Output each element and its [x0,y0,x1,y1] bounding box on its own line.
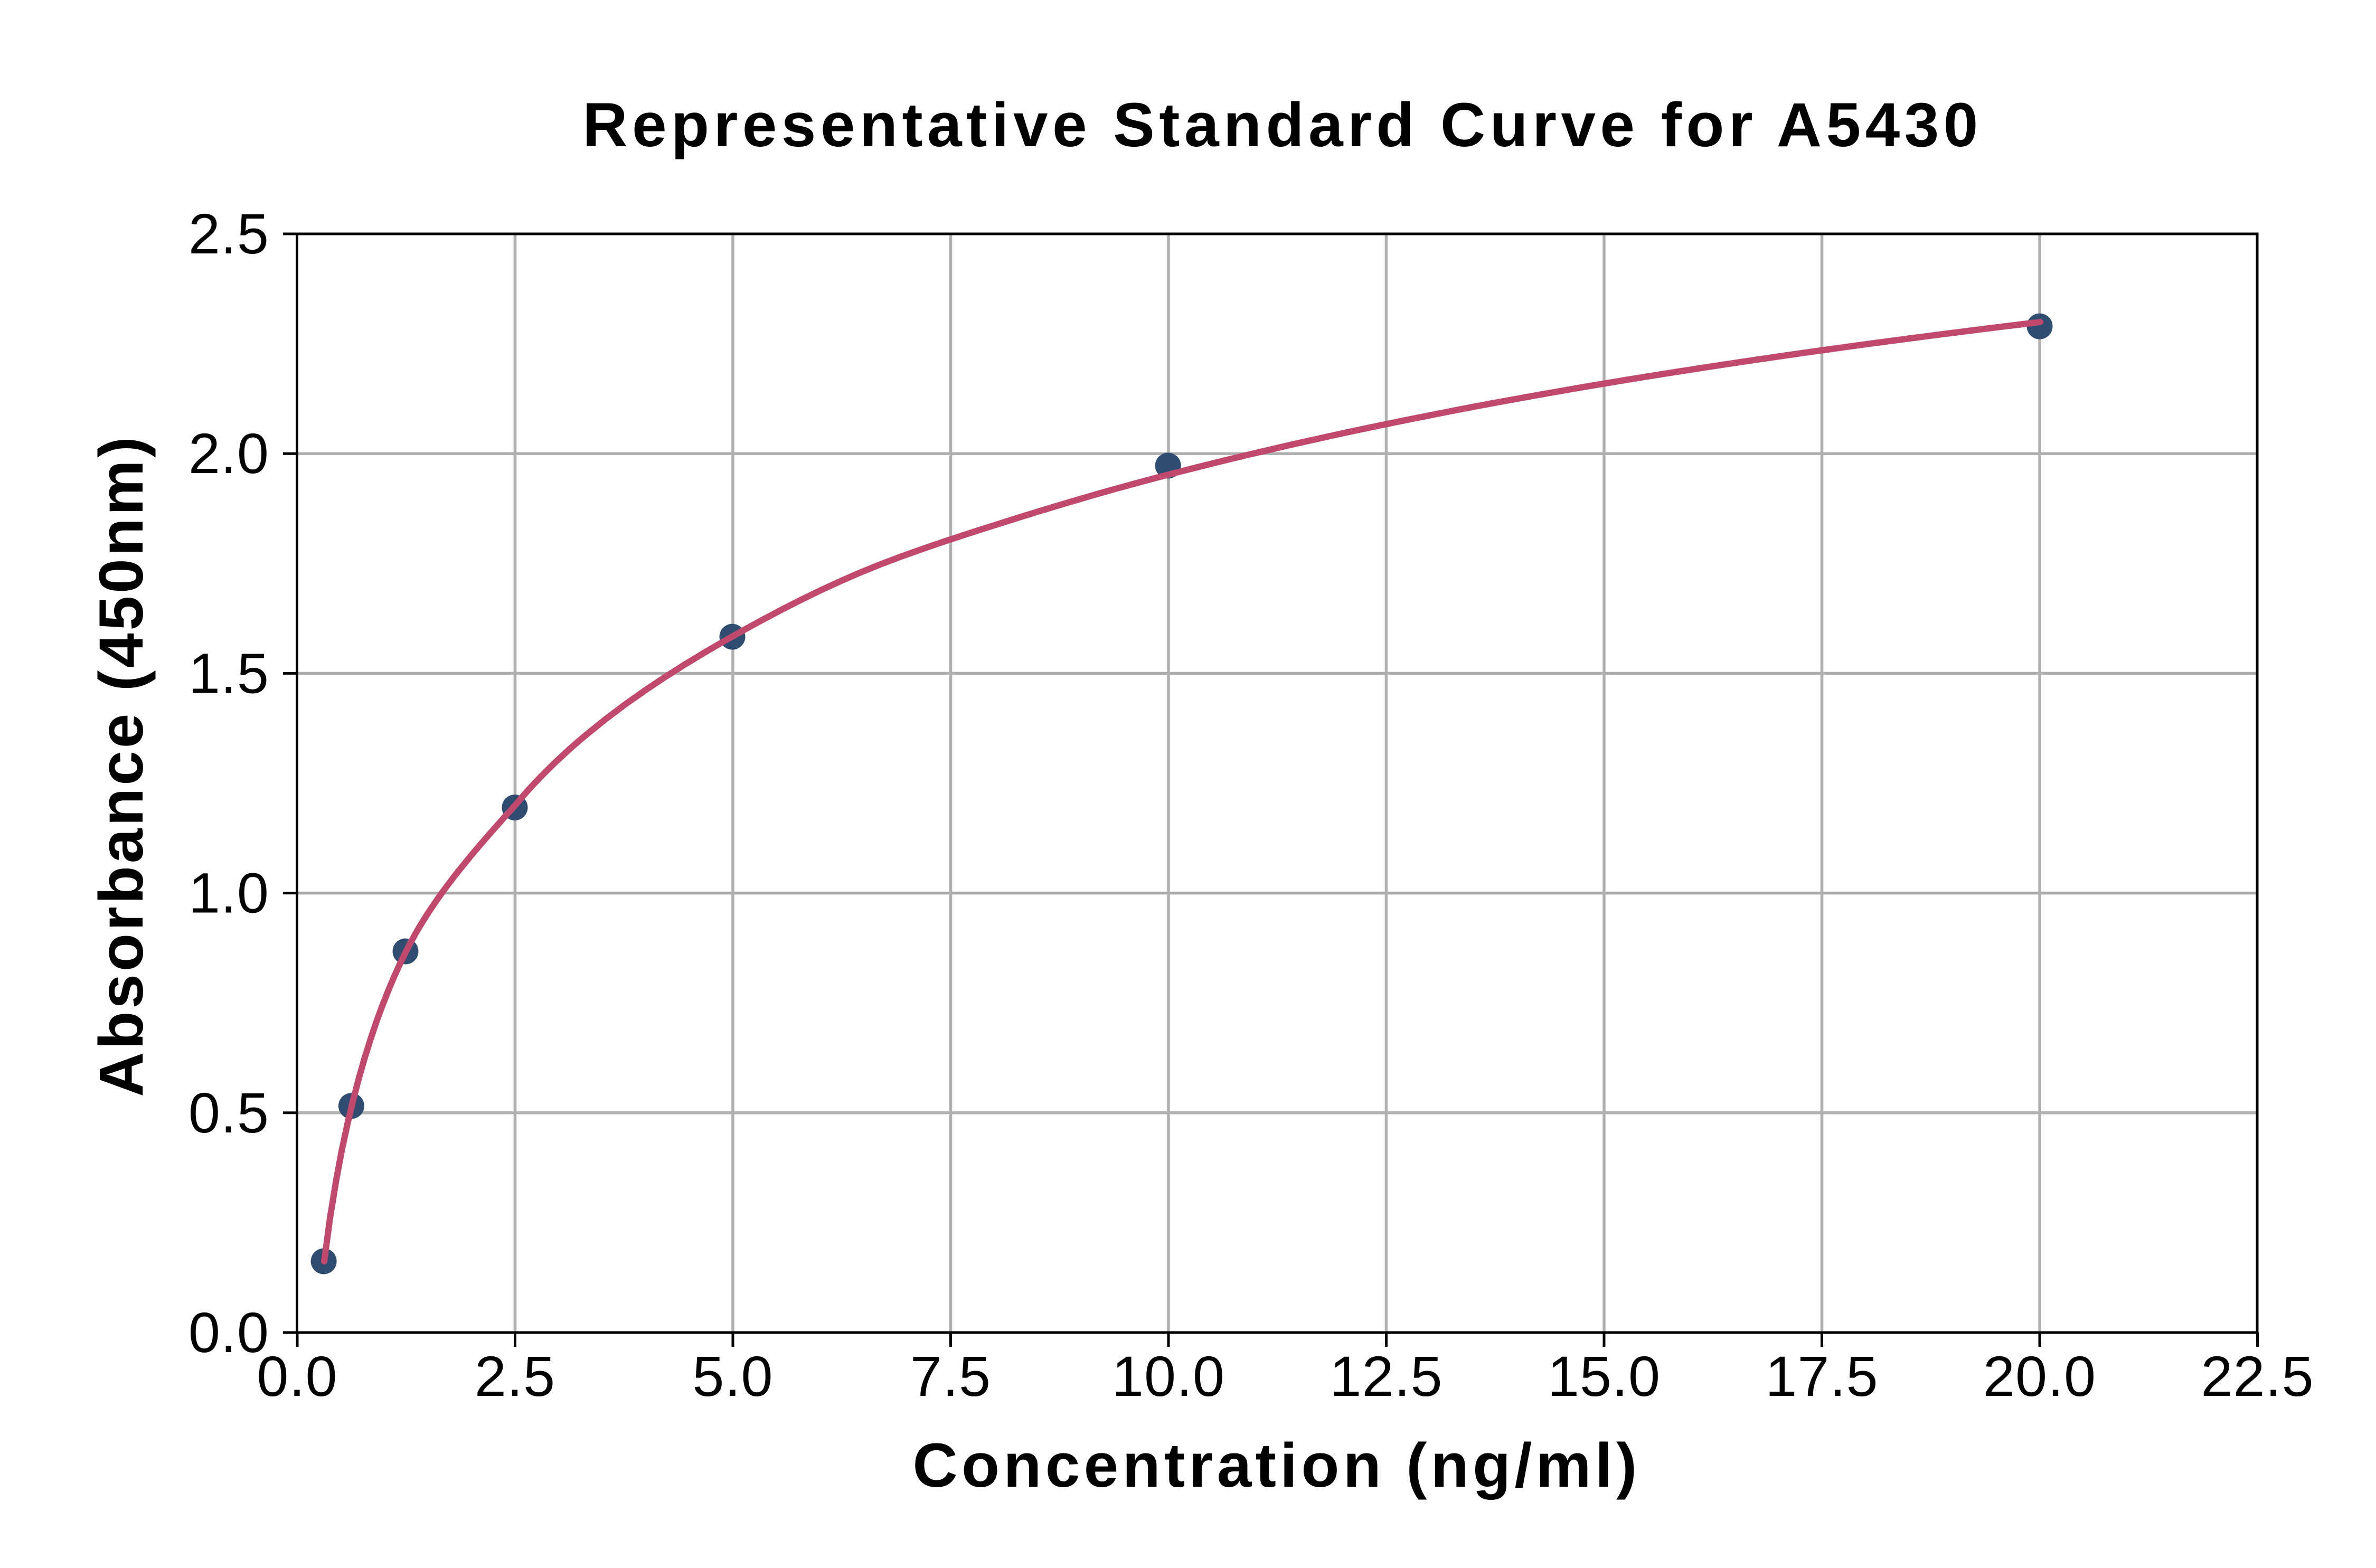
svg-text:5.0: 5.0 [692,1344,773,1408]
svg-text:0.0: 0.0 [188,1300,269,1364]
svg-text:7.5: 7.5 [910,1344,991,1408]
svg-text:Representative Standard Curve: Representative Standard Curve for A5430 [582,90,1982,160]
svg-text:2.5: 2.5 [188,202,269,266]
svg-text:Concentration (ng/ml): Concentration (ng/ml) [912,1431,1640,1500]
svg-text:0.5: 0.5 [188,1081,269,1145]
svg-text:20.0: 20.0 [1983,1344,2096,1408]
svg-text:1.5: 1.5 [188,641,269,705]
svg-text:17.5: 17.5 [1765,1344,1878,1408]
svg-text:2.5: 2.5 [475,1344,555,1408]
svg-text:Absorbance (450nm): Absorbance (450nm) [87,434,156,1097]
svg-text:15.0: 15.0 [1548,1344,1661,1408]
svg-text:0.0: 0.0 [257,1344,337,1408]
svg-text:12.5: 12.5 [1330,1344,1442,1408]
svg-text:2.0: 2.0 [188,421,269,485]
svg-text:10.0: 10.0 [1112,1344,1225,1408]
svg-text:22.5: 22.5 [2201,1344,2314,1408]
svg-text:1.0: 1.0 [188,861,269,925]
